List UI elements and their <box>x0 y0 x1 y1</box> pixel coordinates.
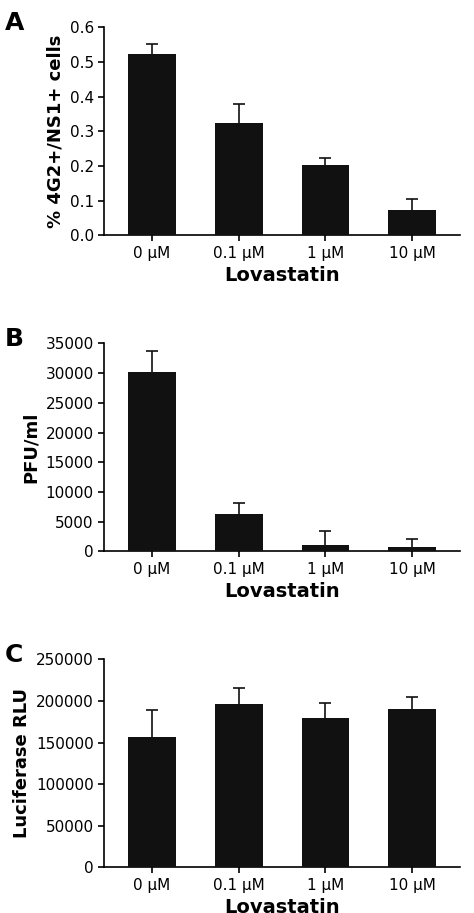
Bar <box>128 54 176 236</box>
Text: B: B <box>5 327 24 351</box>
Text: A: A <box>5 11 24 35</box>
Bar <box>301 718 349 867</box>
Bar <box>388 548 436 551</box>
X-axis label: Lovastatin: Lovastatin <box>224 582 340 602</box>
Bar <box>301 165 349 236</box>
Bar <box>128 372 176 551</box>
X-axis label: Lovastatin: Lovastatin <box>224 898 340 913</box>
Bar <box>388 210 436 236</box>
Bar <box>388 709 436 867</box>
Y-axis label: % 4G2+/NS1+ cells: % 4G2+/NS1+ cells <box>46 35 64 228</box>
Bar <box>128 737 176 867</box>
Y-axis label: Luciferase RLU: Luciferase RLU <box>12 688 30 838</box>
Bar <box>215 704 263 867</box>
Bar <box>215 515 263 551</box>
Bar <box>301 545 349 551</box>
Y-axis label: PFU/ml: PFU/ml <box>22 412 40 483</box>
Bar <box>215 122 263 236</box>
X-axis label: Lovastatin: Lovastatin <box>224 267 340 285</box>
Text: C: C <box>5 643 23 666</box>
